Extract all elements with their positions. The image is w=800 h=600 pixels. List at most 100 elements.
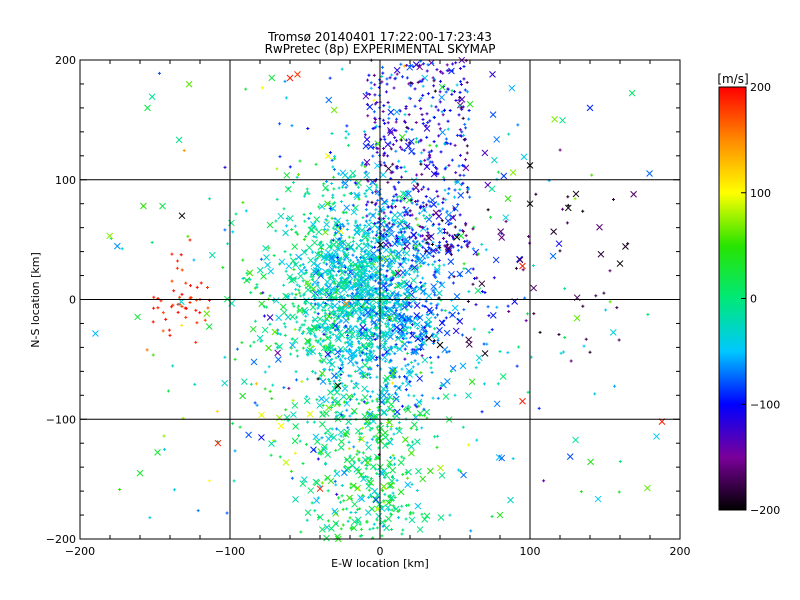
scatter-point — [315, 228, 323, 236]
scatter-point — [421, 239, 425, 243]
scatter-point — [144, 104, 151, 112]
scatter-point — [175, 266, 179, 270]
scatter-point — [402, 285, 406, 289]
scatter-point — [241, 200, 245, 204]
scatter-point — [437, 226, 441, 230]
scatter-point — [371, 154, 375, 158]
scatter-point — [403, 357, 407, 361]
scatter-point — [357, 261, 361, 265]
scatter-point — [385, 269, 389, 273]
scatter-point — [333, 233, 337, 237]
scatter-point — [381, 353, 385, 357]
scatter-point — [333, 220, 341, 228]
scatter-point — [316, 251, 324, 259]
scatter-point — [161, 329, 165, 333]
scatter-point — [332, 382, 340, 390]
scatter-point — [294, 230, 298, 234]
scatter-point — [170, 252, 174, 256]
scatter-point — [395, 117, 399, 121]
scatter-point — [453, 208, 457, 212]
scatter-point — [396, 195, 400, 199]
scatter-point — [420, 172, 424, 176]
scatter-point — [416, 257, 420, 261]
scatter-point — [373, 102, 377, 106]
scatter-point — [340, 363, 344, 367]
scatter-point — [358, 507, 362, 511]
scatter-point — [410, 177, 418, 185]
scatter-point — [376, 221, 380, 225]
scatter-point — [293, 296, 297, 300]
scatter-point — [208, 197, 212, 201]
scatter-point — [334, 244, 342, 252]
scatter-point — [425, 334, 433, 342]
scatter-point — [279, 303, 287, 311]
scatter-point — [334, 328, 338, 332]
scatter-point — [349, 350, 357, 357]
scatter-point — [371, 230, 375, 234]
scatter-point — [432, 339, 436, 343]
scatter-point — [393, 384, 397, 388]
scatter-point — [387, 360, 391, 364]
scatter-point — [399, 166, 403, 170]
scatter-point — [348, 414, 352, 418]
scatter-point — [368, 527, 372, 531]
scatter-point — [388, 371, 392, 375]
scatter-point — [588, 350, 592, 354]
scatter-point — [364, 189, 368, 193]
scatter-point — [328, 382, 332, 386]
scatter-point — [350, 291, 354, 295]
scatter-point — [471, 282, 475, 286]
scatter-point — [289, 352, 293, 356]
scatter-point — [358, 276, 366, 283]
scatter-point — [653, 433, 660, 440]
scatter-point — [388, 500, 392, 504]
scatter-point — [393, 408, 401, 416]
scatter-point — [427, 199, 431, 203]
scatter-point — [433, 268, 441, 276]
scatter-point — [366, 412, 374, 420]
scatter-point — [277, 422, 285, 430]
y-axis-label: N-S location [km] — [29, 252, 42, 348]
scatter-point — [328, 254, 336, 262]
scatter-point — [444, 141, 448, 145]
scatter-point — [316, 457, 320, 461]
scatter-point — [185, 80, 193, 88]
scatter-point — [341, 354, 345, 358]
scatter-point — [420, 512, 424, 516]
scatter-point — [602, 291, 606, 295]
scatter-point — [524, 319, 528, 323]
scatter-point — [390, 347, 394, 351]
scatter-point — [387, 221, 391, 225]
scatter-point — [360, 432, 364, 436]
scatter-point — [387, 401, 395, 408]
scatter-point — [400, 322, 404, 326]
scatter-point — [412, 270, 416, 274]
scatter-point — [325, 313, 333, 320]
scatter-point — [324, 283, 328, 287]
scatter-point — [310, 446, 317, 454]
scatter-point — [389, 369, 397, 377]
scatter-point — [319, 337, 323, 341]
scatter-point — [404, 284, 408, 288]
scatter-point — [612, 384, 616, 388]
scatter-point — [312, 420, 316, 424]
scatter-point — [339, 367, 343, 371]
scatter-point — [332, 168, 336, 172]
scatter-point — [410, 213, 414, 217]
scatter-point — [433, 293, 437, 297]
scatter-point — [500, 172, 508, 180]
scatter-point — [307, 192, 311, 196]
scatter-point — [381, 335, 388, 343]
scatter-point — [416, 409, 424, 417]
scatter-point — [400, 75, 404, 79]
scatter-point — [426, 157, 430, 161]
scatter-point — [330, 216, 334, 220]
scatter-point — [346, 519, 350, 523]
scatter-point — [317, 516, 321, 520]
scatter-point — [354, 298, 362, 306]
scatter-point — [420, 225, 424, 229]
scatter-point — [304, 271, 308, 275]
scatter-point — [341, 210, 345, 214]
scatter-point — [430, 149, 434, 153]
scatter-point — [581, 304, 585, 308]
